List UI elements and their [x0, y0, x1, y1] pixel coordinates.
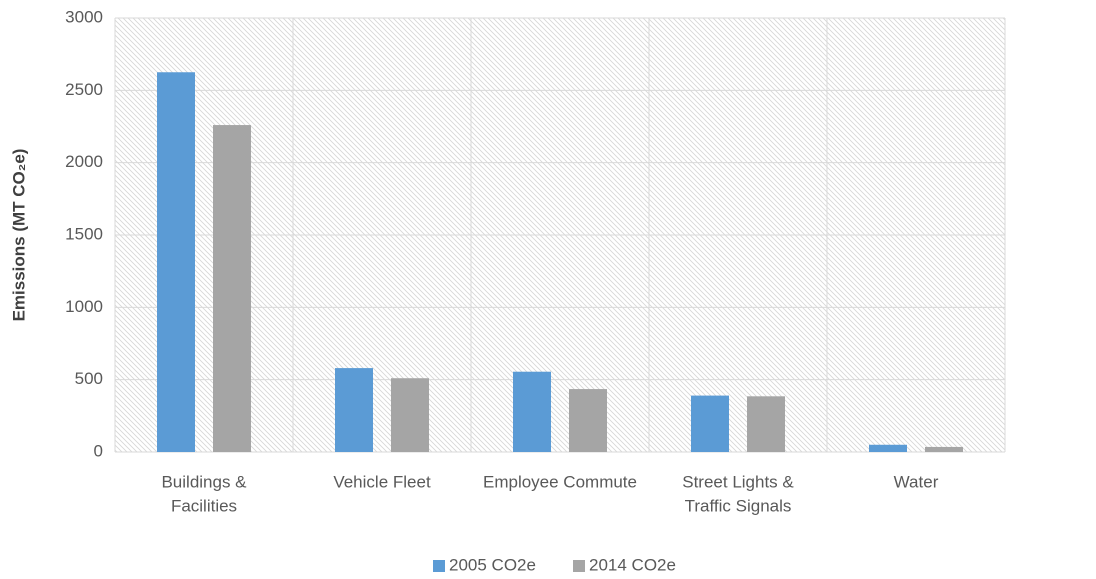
y-axis-label: Emissions (MT CO₂e) — [9, 149, 28, 322]
x-tick-label: Vehicle Fleet — [333, 472, 431, 491]
legend-swatch — [433, 560, 445, 572]
bar — [569, 389, 607, 452]
y-tick-label: 0 — [94, 441, 103, 460]
y-tick-label: 500 — [75, 369, 103, 388]
bar — [513, 371, 551, 452]
bar — [335, 368, 373, 452]
y-tick-label: 2500 — [65, 80, 103, 99]
bar — [157, 72, 195, 452]
bar — [213, 125, 251, 452]
y-tick-label: 1500 — [65, 224, 103, 243]
x-tick-label: Traffic Signals — [685, 496, 792, 515]
bar — [747, 396, 785, 452]
x-tick-label: Water — [894, 472, 939, 491]
bar — [391, 378, 429, 452]
x-tick-label: Facilities — [171, 496, 237, 515]
bar — [925, 446, 963, 452]
x-tick-label: Buildings & — [161, 472, 247, 491]
y-tick-label: 2000 — [65, 152, 103, 171]
x-tick-label: Street Lights & — [682, 472, 794, 491]
legend-swatch — [573, 560, 585, 572]
bar — [869, 444, 907, 452]
y-tick-label: 1000 — [65, 297, 103, 316]
legend-label: 2005 CO2e — [449, 555, 536, 574]
x-tick-label: Employee Commute — [483, 472, 637, 491]
legend-label: 2014 CO2e — [589, 555, 676, 574]
bar — [691, 395, 729, 452]
y-tick-label: 3000 — [65, 7, 103, 26]
